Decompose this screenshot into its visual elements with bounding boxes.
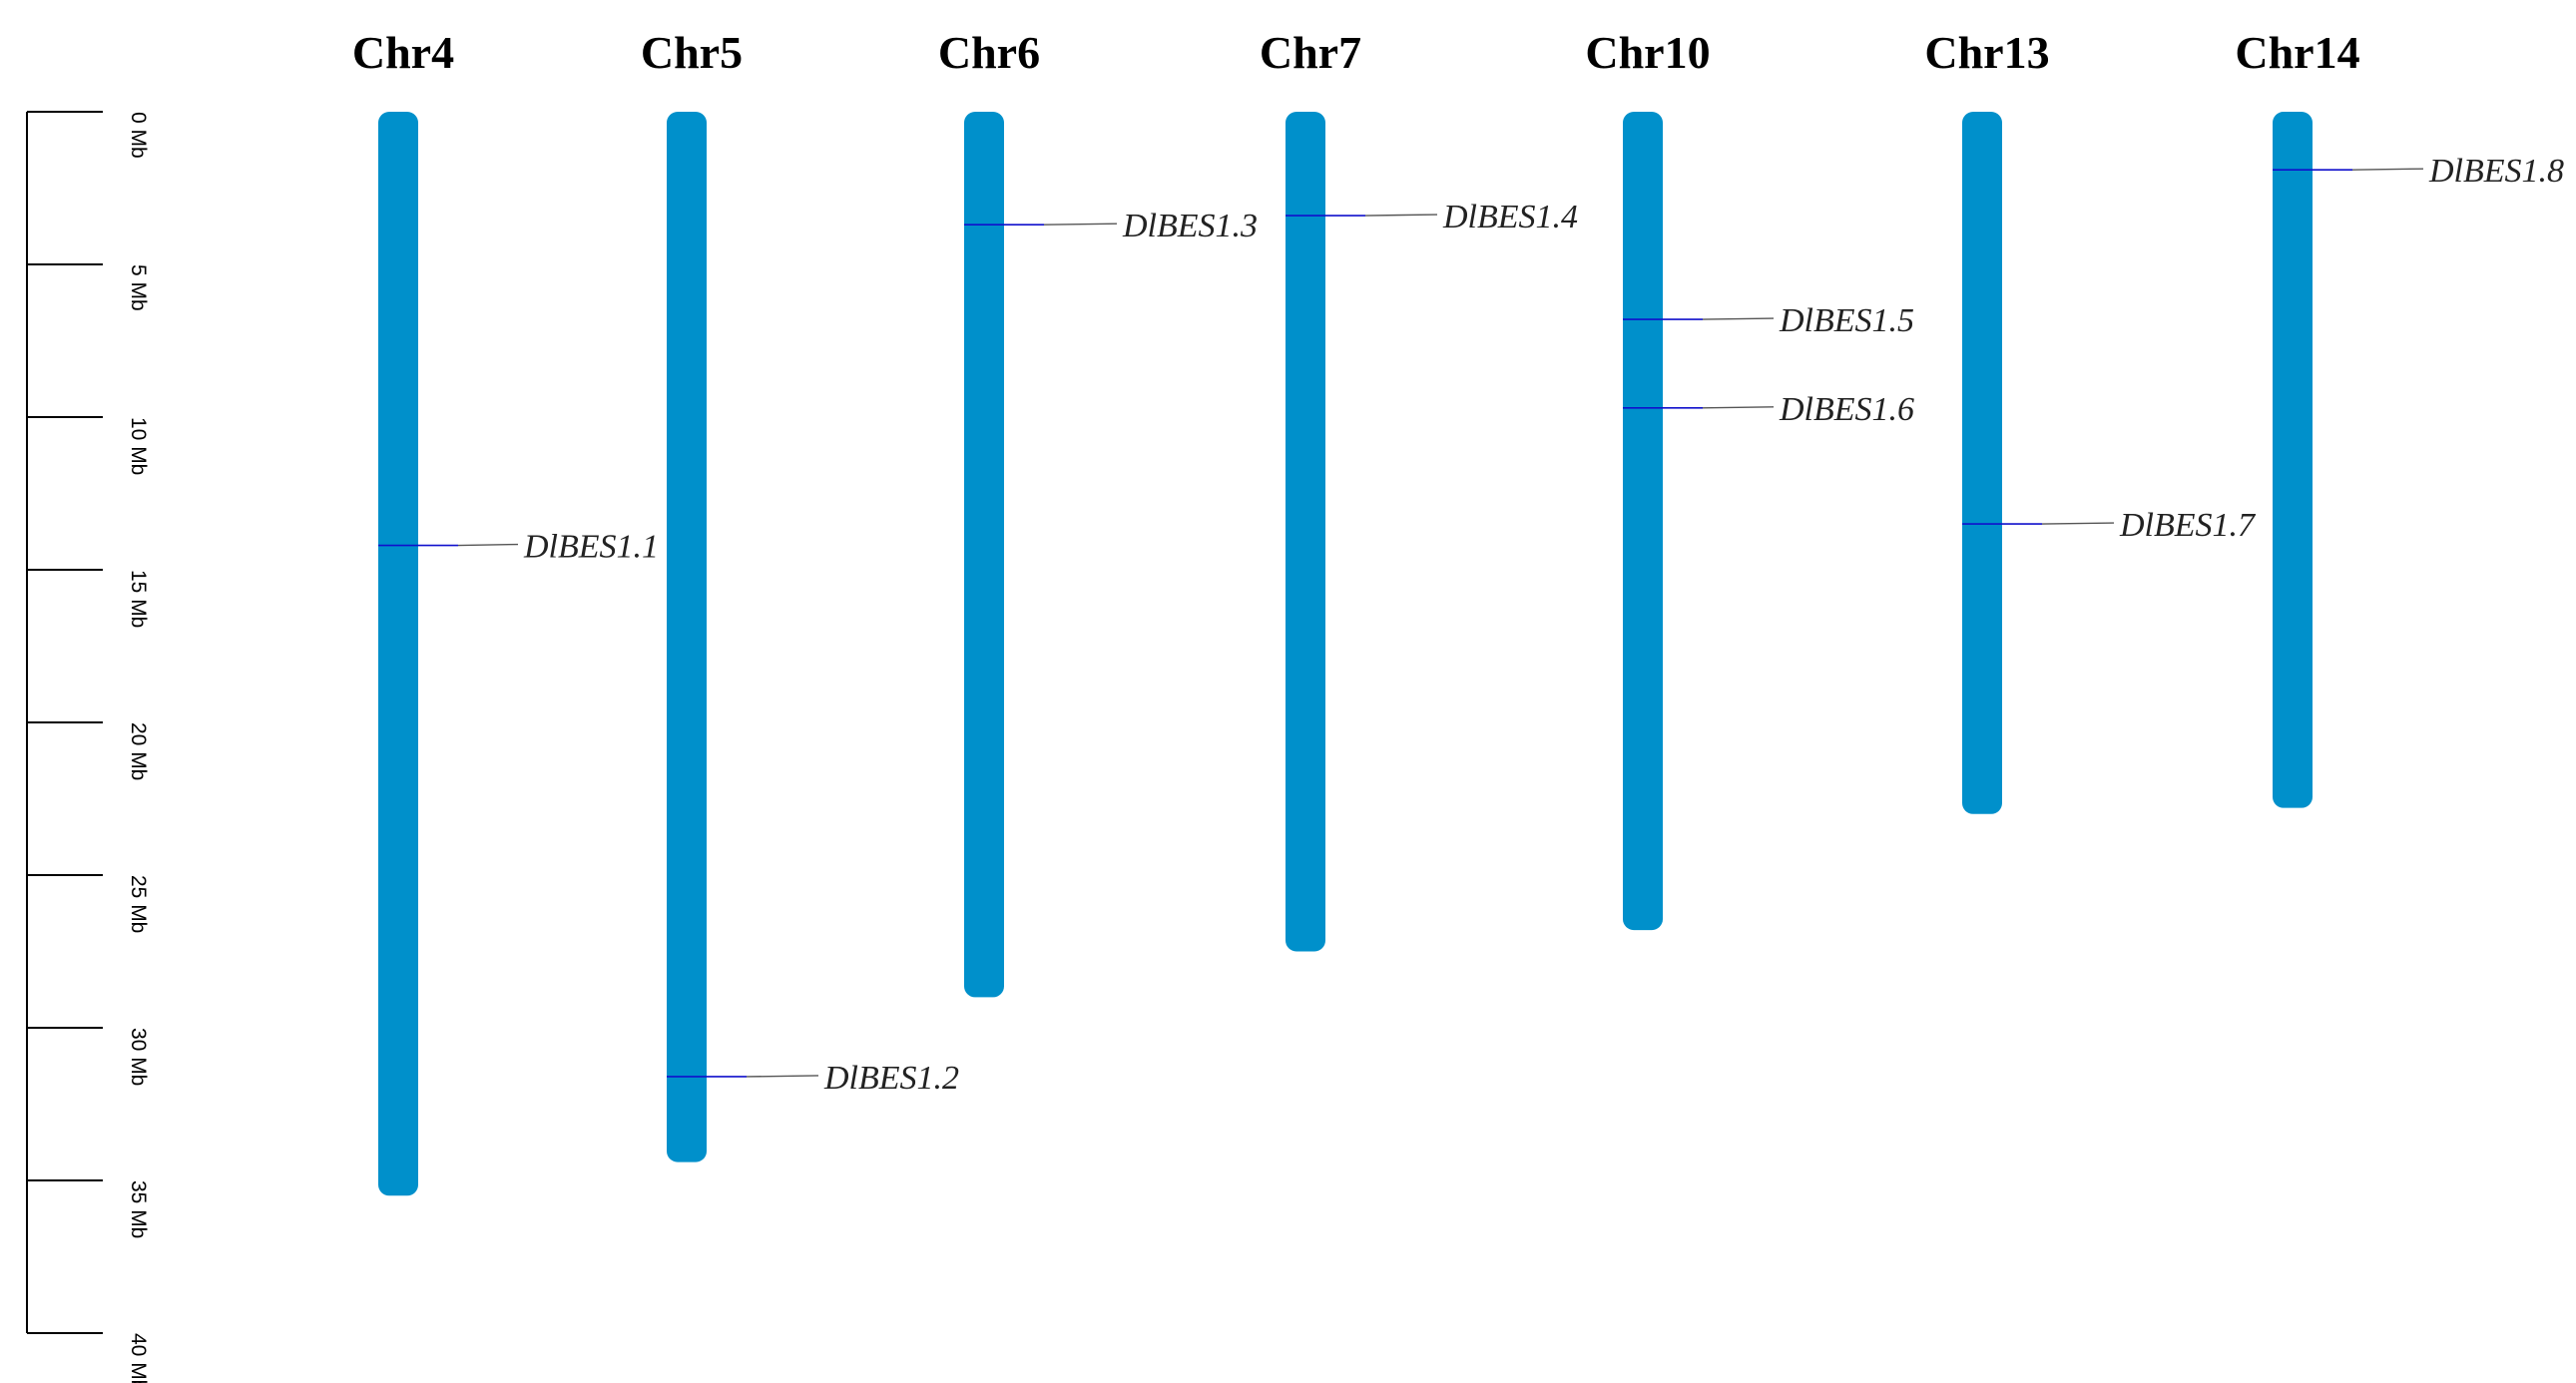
scale-tick-label: 0 Mb: [127, 112, 150, 159]
chromosome-group: Chr4DlBES1.1Chr5DlBES1.2Chr6DlBES1.3Chr7…: [352, 27, 2564, 1196]
gene-label: DlBES1.8: [2428, 153, 2564, 190]
chromosome-bar: [1286, 112, 1325, 952]
scale-tick-label: 5 Mb: [127, 264, 150, 311]
gene-label: DlBES1.1: [523, 529, 659, 566]
chromosome-title: Chr7: [1260, 27, 1361, 78]
gene-connector-line: [2351, 168, 2424, 171]
scale-tick-label: 20 Mb: [127, 722, 150, 780]
chromosome-title: Chr14: [2235, 27, 2359, 78]
chromosome-title: Chr4: [352, 27, 454, 78]
chromosome-chr6: Chr6 DlBES1.3: [938, 27, 1258, 998]
chromosome-bar: [378, 112, 418, 1196]
chromosome-chr4: Chr4 DlBES1.1: [352, 27, 659, 1196]
scale-bar: 0 Mb 5 Mb 10 Mb 15 Mb 20 Mb 25 Mb 30 Mb 35 Mb 40…: [26, 111, 150, 1383]
gene-label: DlBES1.6: [1779, 391, 1914, 428]
gene-label: DlBES1.7: [2119, 507, 2257, 544]
gene-label: DlBES1.4: [1442, 199, 1578, 235]
gene-connector-line: [457, 543, 519, 547]
chromosome-title: Chr10: [1585, 27, 1710, 78]
gene-connector-line: [2041, 522, 2115, 525]
gene-connector-line: [1364, 214, 1438, 217]
chromosome-bar: [1623, 112, 1663, 931]
chromosome-bar: [1962, 112, 2002, 814]
scale-tick-label: 40 Mb: [127, 1333, 150, 1383]
scale-tick-label: 30 Mb: [127, 1028, 150, 1086]
scale-tick-label: 35 Mb: [127, 1180, 150, 1238]
gene-connector-line: [1043, 223, 1118, 226]
chromosome-chr7: Chr7 DlBES1.4: [1260, 27, 1578, 952]
gene-label: DlBES1.2: [823, 1060, 959, 1097]
chromosome-bar: [2273, 112, 2313, 808]
gene-connector-line: [746, 1075, 819, 1078]
chromosome-title: Chr6: [938, 27, 1040, 78]
chromosome-bar: [964, 112, 1004, 998]
gene-label: DlBES1.5: [1779, 302, 1914, 339]
chromosome-chr5: Chr5 DlBES1.2: [641, 27, 959, 1162]
chromosome-chr13: Chr13 DlBES1.7: [1924, 27, 2257, 814]
gene-connector-line: [1702, 406, 1775, 409]
scale-tick-label: 10 Mb: [127, 417, 150, 475]
chromosome-title: Chr13: [1924, 27, 2049, 78]
chromosome-title: Chr5: [641, 27, 743, 78]
gene-connector-line: [1702, 317, 1775, 320]
chromosome-chr14: Chr14 DlBES1.8: [2235, 27, 2564, 808]
scale-tick-label: 25 Mb: [127, 875, 150, 933]
gene-label: DlBES1.3: [1122, 208, 1258, 244]
chromosome-chr10: Chr10 DlBES1.5 DlBES1.6: [1585, 27, 1914, 931]
scale-tick-label: 15 Mb: [127, 570, 150, 628]
chromosome-bar: [667, 112, 707, 1162]
